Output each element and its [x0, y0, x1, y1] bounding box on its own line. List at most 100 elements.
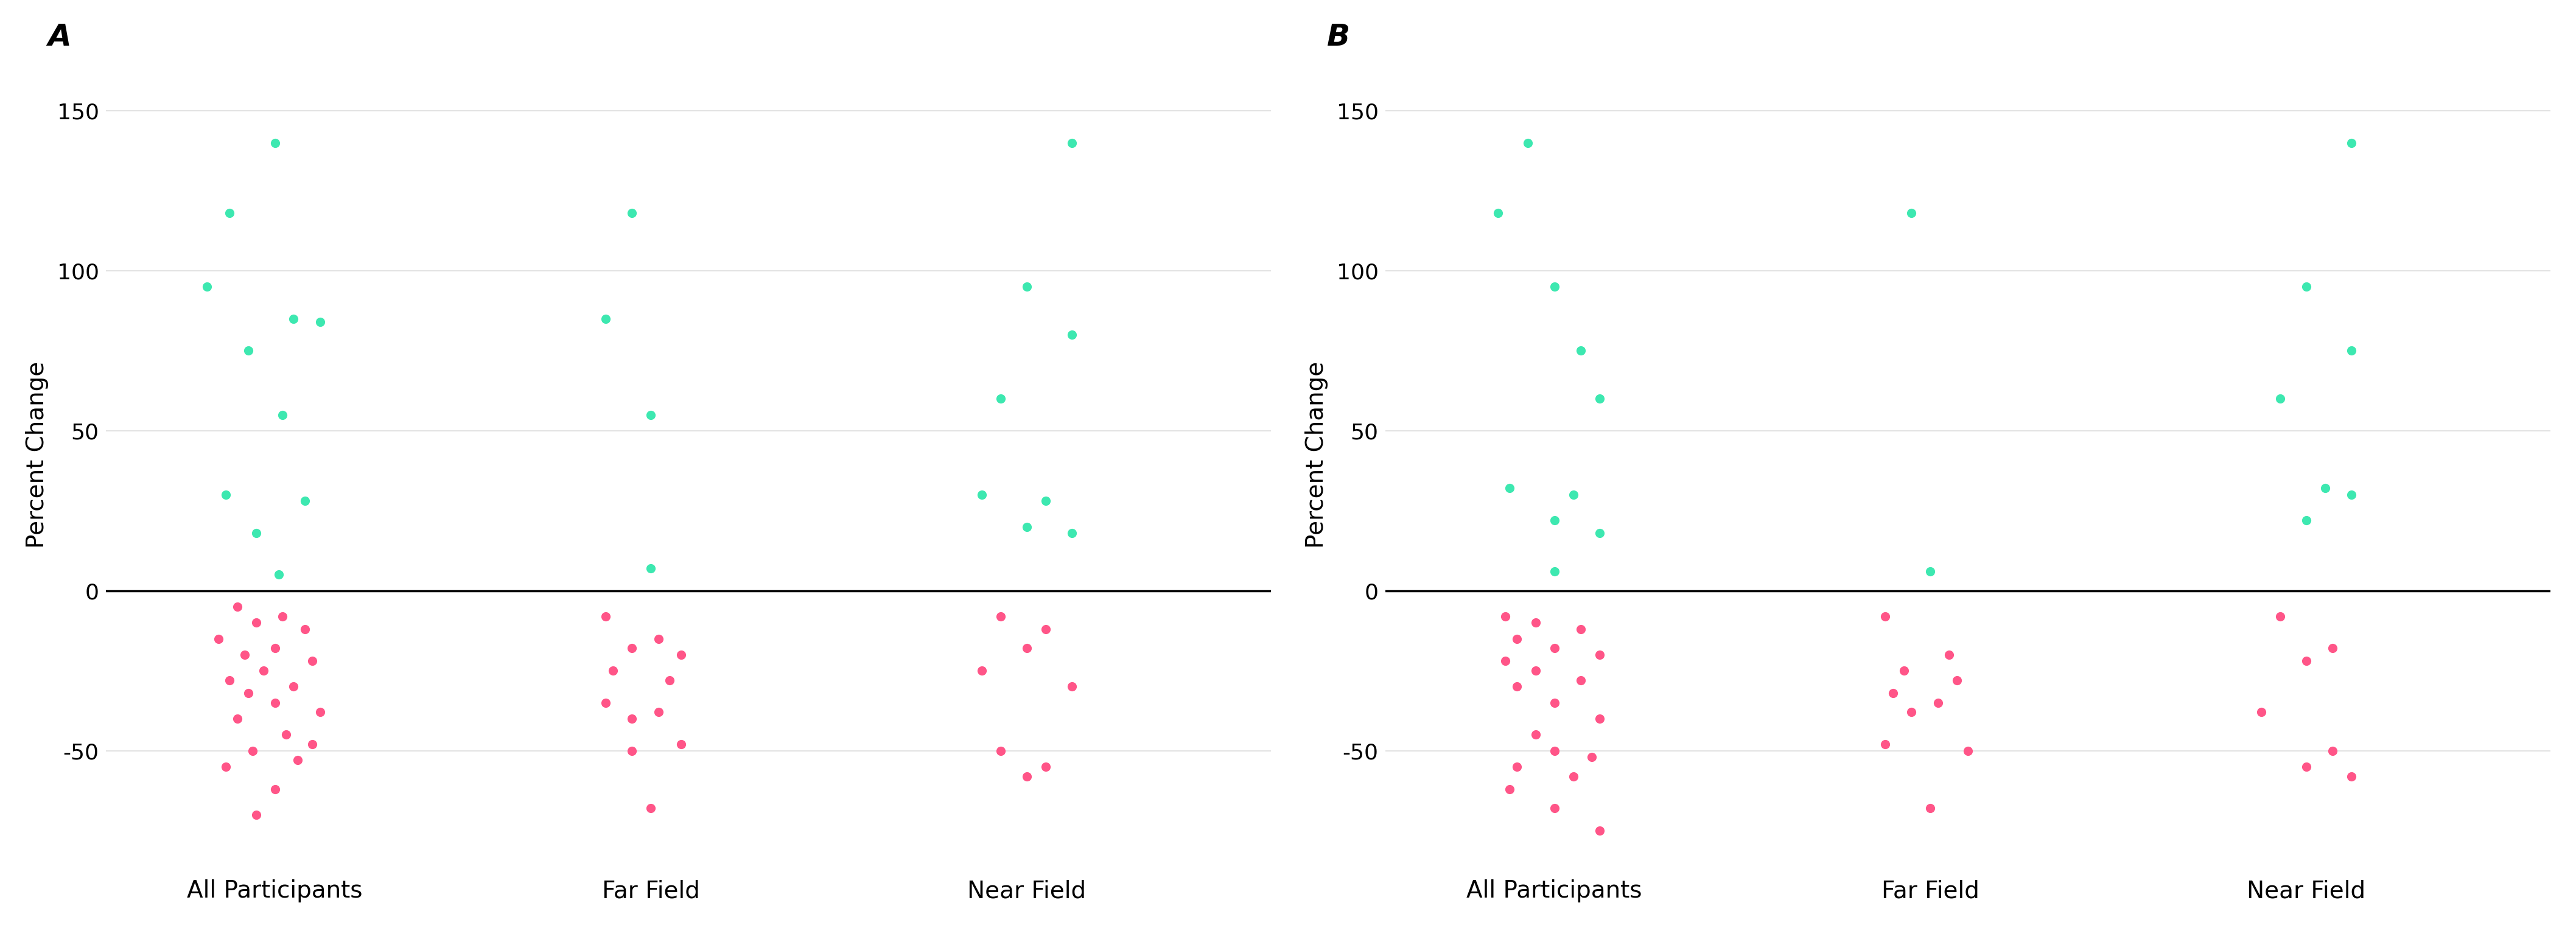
- Point: [961, 664, 1002, 678]
- Point: [258, 567, 299, 582]
- Point: [1579, 525, 1620, 540]
- Point: [1051, 135, 1092, 150]
- Point: [1025, 494, 1066, 509]
- Point: [1051, 679, 1092, 694]
- Point: [1051, 328, 1092, 342]
- Point: [1891, 206, 1932, 221]
- Point: [299, 315, 340, 329]
- Point: [1515, 615, 1556, 630]
- Point: [273, 679, 314, 694]
- Point: [1497, 631, 1538, 646]
- Point: [1025, 759, 1066, 774]
- Point: [979, 609, 1020, 624]
- Point: [1553, 487, 1595, 502]
- Point: [2259, 609, 2300, 624]
- Point: [1917, 695, 1958, 710]
- Point: [631, 561, 672, 575]
- Point: [585, 695, 626, 710]
- Point: [216, 599, 258, 614]
- Text: A: A: [46, 22, 72, 52]
- Point: [234, 525, 276, 540]
- Point: [585, 609, 626, 624]
- Point: [1497, 759, 1538, 774]
- Point: [1883, 664, 1924, 678]
- Point: [263, 609, 304, 624]
- Point: [1515, 728, 1556, 742]
- Point: [1533, 801, 1574, 816]
- Point: [979, 743, 1020, 758]
- Point: [1507, 135, 1548, 150]
- Point: [1865, 737, 1906, 752]
- Point: [1947, 743, 1989, 758]
- Point: [979, 392, 1020, 406]
- Point: [283, 494, 325, 509]
- Point: [2241, 705, 2282, 720]
- Point: [1937, 673, 1978, 688]
- Point: [2285, 279, 2326, 294]
- Point: [1909, 801, 1950, 816]
- Point: [1579, 647, 1620, 662]
- Point: [611, 206, 652, 221]
- Point: [659, 737, 701, 752]
- Point: [1533, 641, 1574, 656]
- Point: [224, 647, 265, 662]
- Point: [611, 711, 652, 726]
- Point: [234, 807, 276, 822]
- Point: [611, 641, 652, 656]
- Point: [639, 631, 680, 646]
- Point: [255, 135, 296, 150]
- Point: [255, 781, 296, 796]
- Y-axis label: Percent Change: Percent Change: [26, 361, 49, 548]
- Point: [276, 753, 317, 767]
- Point: [206, 487, 247, 502]
- Point: [291, 653, 332, 668]
- Point: [2285, 759, 2326, 774]
- Point: [299, 705, 340, 720]
- Point: [265, 728, 307, 742]
- Point: [2331, 135, 2372, 150]
- Point: [1929, 647, 1971, 662]
- Point: [659, 647, 701, 662]
- Point: [198, 631, 240, 646]
- Point: [1571, 750, 1613, 765]
- Point: [585, 311, 626, 326]
- Point: [1533, 513, 1574, 528]
- Point: [1479, 206, 1520, 221]
- Point: [1515, 664, 1556, 678]
- Point: [1489, 481, 1530, 496]
- Point: [209, 673, 250, 688]
- Point: [1579, 823, 1620, 838]
- Point: [2313, 743, 2354, 758]
- Point: [1909, 564, 1950, 579]
- Point: [1533, 695, 1574, 710]
- Point: [611, 743, 652, 758]
- Point: [1553, 768, 1595, 783]
- Point: [631, 801, 672, 816]
- Point: [232, 743, 273, 758]
- Point: [1051, 525, 1092, 540]
- Point: [2259, 392, 2300, 406]
- Point: [639, 705, 680, 720]
- Y-axis label: Percent Change: Percent Change: [1306, 361, 1329, 548]
- Point: [649, 673, 690, 688]
- Point: [2285, 513, 2326, 528]
- Point: [1533, 279, 1574, 294]
- Point: [1025, 622, 1066, 637]
- Point: [209, 206, 250, 221]
- Point: [185, 279, 227, 294]
- Point: [1533, 743, 1574, 758]
- Point: [1497, 679, 1538, 694]
- Point: [234, 615, 276, 630]
- Point: [1489, 781, 1530, 796]
- Point: [1007, 520, 1048, 535]
- Point: [283, 622, 325, 637]
- Point: [1561, 343, 1602, 358]
- Point: [1561, 622, 1602, 637]
- Point: [1865, 609, 1906, 624]
- Point: [227, 686, 268, 701]
- Point: [227, 343, 268, 358]
- Point: [2331, 343, 2372, 358]
- Point: [2285, 653, 2326, 668]
- Point: [255, 695, 296, 710]
- Point: [242, 664, 283, 678]
